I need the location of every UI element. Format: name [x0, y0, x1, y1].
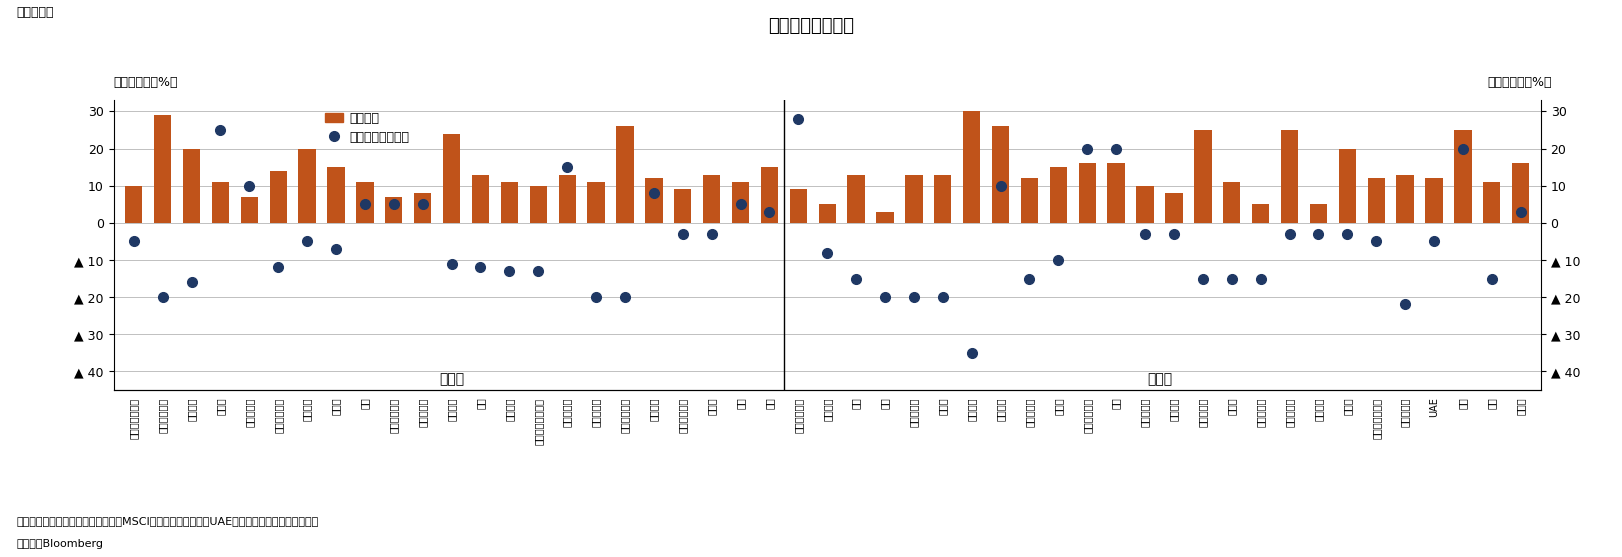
- Bar: [183, 149, 200, 223]
- Bar: [298, 149, 316, 223]
- Bar: [732, 182, 749, 223]
- Bar: [616, 126, 634, 223]
- Bar: [1020, 178, 1038, 223]
- Text: 新興国: 新興国: [1147, 372, 1173, 386]
- Text: 各国の株価変動率: 各国の株価変動率: [767, 17, 855, 35]
- Bar: [876, 212, 894, 223]
- Text: （図表４）: （図表４）: [16, 6, 54, 18]
- Bar: [790, 189, 808, 223]
- Bar: [675, 189, 691, 223]
- Bar: [125, 185, 143, 223]
- Bar: [530, 185, 547, 223]
- Bar: [1137, 185, 1153, 223]
- Bar: [1108, 163, 1124, 223]
- Bar: [414, 193, 431, 223]
- Bar: [702, 174, 720, 223]
- Text: （前年末比、%）: （前年末比、%）: [1487, 76, 1552, 89]
- Bar: [587, 182, 605, 223]
- Bar: [1194, 130, 1212, 223]
- Bar: [1165, 193, 1182, 223]
- Bar: [558, 174, 576, 223]
- Bar: [357, 182, 373, 223]
- Bar: [993, 126, 1009, 223]
- Bar: [1338, 149, 1356, 223]
- Bar: [1049, 167, 1067, 223]
- Text: （資料）Bloomberg: （資料）Bloomberg: [16, 539, 104, 549]
- Bar: [1455, 130, 1471, 223]
- Bar: [761, 167, 779, 223]
- Bar: [1223, 182, 1241, 223]
- Bar: [1512, 163, 1530, 223]
- Legend: 前月末比, 前年末比（右軸）: 前月末比, 前年末比（右軸）: [320, 106, 415, 149]
- Bar: [384, 197, 402, 223]
- Bar: [1309, 204, 1327, 223]
- Bar: [1079, 163, 1096, 223]
- Bar: [1281, 130, 1298, 223]
- Text: （注）各国指数は現地通貨ベースのMSCI構成指数、ただし、UAEはサウジ・タダウル全株指数: （注）各国指数は現地通貨ベースのMSCI構成指数、ただし、UAEはサウジ・タダウ…: [16, 516, 318, 526]
- Bar: [1426, 178, 1442, 223]
- Bar: [328, 167, 345, 223]
- Text: （前月末比、%）: （前月末比、%）: [114, 76, 178, 89]
- Bar: [1252, 204, 1270, 223]
- Bar: [472, 174, 490, 223]
- Bar: [934, 174, 952, 223]
- Bar: [154, 115, 172, 223]
- Text: 先進国: 先進国: [440, 372, 464, 386]
- Bar: [847, 174, 865, 223]
- Bar: [501, 182, 517, 223]
- Bar: [1483, 182, 1500, 223]
- Bar: [269, 171, 287, 223]
- Bar: [1367, 178, 1385, 223]
- Bar: [212, 182, 229, 223]
- Bar: [963, 111, 980, 223]
- Bar: [240, 197, 258, 223]
- Bar: [905, 174, 923, 223]
- Bar: [1397, 174, 1414, 223]
- Bar: [819, 204, 835, 223]
- Bar: [646, 178, 662, 223]
- Bar: [443, 134, 461, 223]
